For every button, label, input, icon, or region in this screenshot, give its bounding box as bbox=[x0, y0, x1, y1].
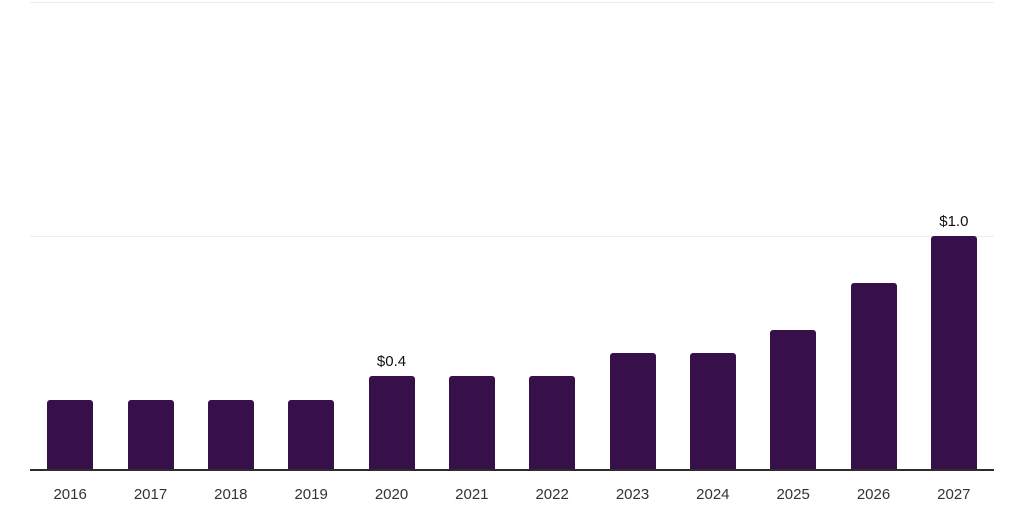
x-tick-label-2017: 2017 bbox=[133, 486, 168, 503]
x-tick-label-2020: 2020 bbox=[374, 486, 409, 503]
x-axis-line bbox=[30, 469, 994, 471]
gridline-y-2 bbox=[30, 2, 994, 3]
bar-2026 bbox=[850, 283, 897, 470]
gridline-y-1 bbox=[30, 236, 994, 237]
x-tick-label-2027: 2027 bbox=[937, 486, 971, 503]
x-tick-label-2026: 2026 bbox=[856, 486, 891, 503]
x-tick-label-2025: 2025 bbox=[776, 486, 810, 503]
bar-2021 bbox=[448, 376, 495, 470]
data-label-2020: $0.4 bbox=[376, 353, 407, 370]
bar-2019 bbox=[288, 400, 335, 470]
x-tick-label-2019: 2019 bbox=[294, 486, 328, 503]
data-label-2027: $1.0 bbox=[939, 213, 969, 230]
x-tick-label-2016: 2016 bbox=[53, 486, 87, 503]
bar-2017 bbox=[127, 400, 174, 470]
bar-2022 bbox=[529, 376, 576, 470]
x-tick-label-2023: 2023 bbox=[615, 486, 650, 503]
x-tick-label-2018: 2018 bbox=[214, 486, 248, 503]
x-tick-label-2024: 2024 bbox=[696, 486, 730, 503]
bar-2027 bbox=[930, 236, 977, 470]
bar-2020 bbox=[368, 376, 415, 470]
bar-2016 bbox=[47, 400, 94, 470]
bar-2018 bbox=[207, 400, 254, 470]
bar-2023 bbox=[609, 353, 656, 470]
bar-2025 bbox=[770, 330, 817, 470]
x-tick-label-2021: 2021 bbox=[455, 486, 489, 503]
x-tick-label-2022: 2022 bbox=[535, 486, 569, 503]
bar-2024 bbox=[689, 353, 736, 470]
